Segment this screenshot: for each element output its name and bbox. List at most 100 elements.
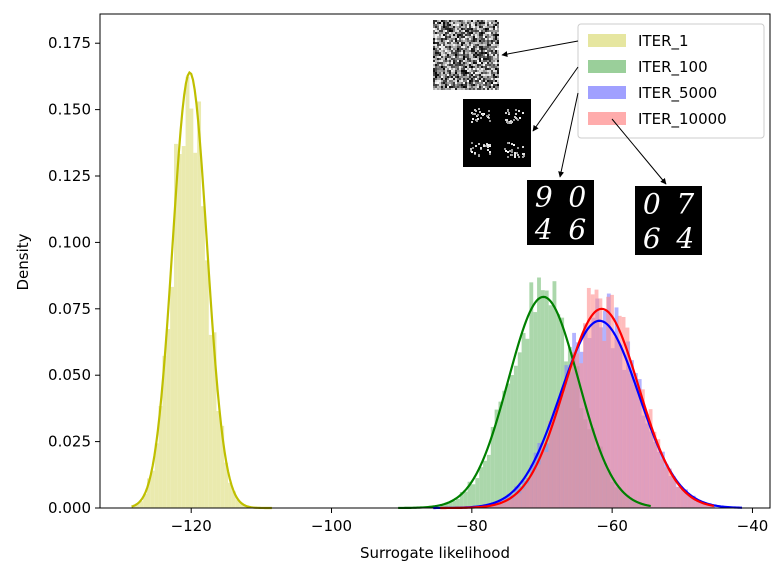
noise-pixel [451,56,453,58]
noise-pixel [489,84,491,86]
noise-pixel [497,36,499,38]
noise-pixel [449,22,451,24]
noise-pixel [495,42,497,44]
noise-pixel [489,72,491,74]
noise-pixel [467,20,469,22]
noise-pixel [439,64,441,66]
noise-pixel [435,82,437,84]
noise-pixel [435,42,437,44]
noise-pixel [497,22,499,24]
noise-pixel [435,80,437,82]
noise-pixel [491,36,493,38]
noise-pixel [463,54,465,56]
noise-pixel [439,30,441,32]
noise-pixel [479,74,481,76]
noise-pixel [453,70,455,72]
blur-pixel [523,153,525,155]
noise-pixel [477,36,479,38]
hist-bar [459,492,464,508]
noise-pixel [487,72,489,74]
noise-pixel [463,58,465,60]
noise-pixel [479,80,481,82]
noise-pixel [447,50,449,52]
noise-pixel [435,64,437,66]
noise-pixel [477,28,479,30]
noise-pixel [473,44,475,46]
noise-pixel [485,74,487,76]
noise-pixel [485,56,487,58]
noise-pixel [475,74,477,76]
noise-pixel [469,78,471,80]
noise-pixel [495,48,497,50]
noise-pixel [447,52,449,54]
noise-pixel [483,86,485,88]
noise-pixel [483,40,485,42]
noise-pixel [469,46,471,48]
noise-pixel [459,24,461,26]
noise-pixel [457,60,459,62]
noise-pixel [433,66,435,68]
noise-pixel [451,68,453,70]
noise-pixel [471,40,473,42]
noise-pixel [489,34,491,36]
annotation-arrow [501,40,579,57]
noise-pixel [473,74,475,76]
noise-pixel [473,70,475,72]
noise-pixel [465,24,467,26]
noise-pixel [459,66,461,68]
noise-pixel [441,62,443,64]
noise-pixel [481,72,483,74]
noise-pixel [443,88,445,90]
hist-bar [154,443,159,508]
noise-pixel [447,84,449,86]
noise-pixel [495,84,497,86]
noise-pixel [435,40,437,42]
noise-pixel [461,74,463,76]
noise-pixel [489,88,491,90]
noise-pixel [497,72,499,74]
hist-bar [575,353,580,508]
x-axis-ticks: −120 −100 −80 −60 −40 [171,508,768,535]
noise-pixel [489,52,491,54]
noise-pixel [433,50,435,52]
blur-pixel [477,118,479,120]
noise-pixel [439,46,441,48]
noise-pixel [465,36,467,38]
noise-pixel [433,78,435,80]
noise-pixel [459,46,461,48]
sample-image-iter-5000: 9 04 6 [527,180,594,246]
noise-pixel [437,32,439,34]
noise-pixel [483,30,485,32]
noise-pixel [469,52,471,54]
noise-pixel [487,80,489,82]
noise-pixel [485,64,487,66]
y-tick-label: 0.175 [48,34,91,52]
noise-pixel [449,44,451,46]
noise-pixel [481,56,483,58]
noise-pixel [497,76,499,78]
noise-pixel [487,40,489,42]
noise-pixel [493,62,495,64]
noise-pixel [455,38,457,40]
noise-pixel [451,20,453,22]
noise-pixel [451,88,453,90]
noise-pixel [495,78,497,80]
noise-pixel [493,72,495,74]
noise-pixel [461,30,463,32]
noise-pixel [453,86,455,88]
blur-pixel [472,113,474,115]
noise-pixel [447,72,449,74]
noise-pixel [477,84,479,86]
noise-pixel [497,80,499,82]
noise-pixel [473,62,475,64]
noise-pixel [493,56,495,58]
noise-pixel [479,76,481,78]
noise-pixel [437,80,439,82]
noise-pixel [493,28,495,30]
noise-pixel [475,50,477,52]
noise-pixel [451,46,453,48]
noise-pixel [471,44,473,46]
noise-pixel [435,48,437,50]
noise-pixel [451,24,453,26]
noise-pixel [497,38,499,40]
